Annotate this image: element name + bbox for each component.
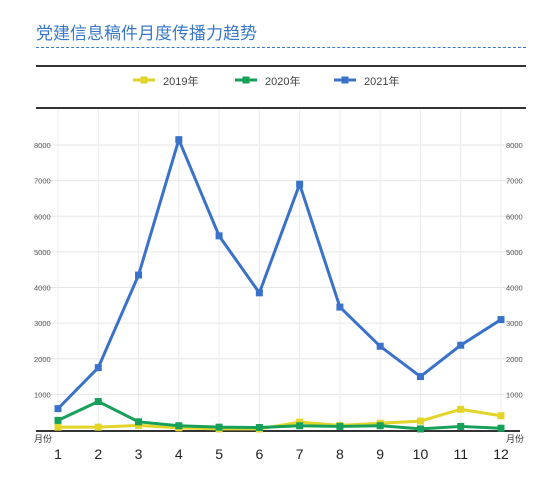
legend-swatch bbox=[334, 76, 356, 84]
data-point-2020年 bbox=[336, 422, 344, 430]
x-tick-label: 11 bbox=[453, 446, 468, 462]
data-point-2019年 bbox=[497, 412, 505, 420]
y-tick-label-left: 5000 bbox=[34, 248, 51, 257]
data-point-2021年 bbox=[255, 289, 263, 297]
series-line-2020年 bbox=[57, 400, 502, 431]
y-tick-label-left: 7000 bbox=[34, 177, 51, 186]
y-tick-label-right: 4000 bbox=[506, 284, 523, 293]
x-tick-label: 4 bbox=[175, 446, 183, 462]
y-tick-label-left: 3000 bbox=[34, 319, 51, 328]
data-point-2021年 bbox=[215, 232, 223, 240]
legend-label: 2019年 bbox=[163, 76, 199, 88]
data-point-2021年 bbox=[497, 316, 505, 324]
legend-swatch bbox=[133, 76, 155, 84]
legend-swatch bbox=[235, 76, 257, 84]
data-point-2020年 bbox=[457, 422, 465, 430]
x-tick-label: 1 bbox=[54, 446, 62, 462]
legend-swatch-marker bbox=[341, 76, 349, 84]
data-point-2019年 bbox=[94, 423, 102, 431]
x-tick-label: 10 bbox=[413, 446, 429, 462]
data-point-2020年 bbox=[416, 425, 424, 433]
x-tick-label: 6 bbox=[255, 446, 263, 462]
data-point-2021年 bbox=[296, 180, 304, 188]
y-tick-label-right: 5000 bbox=[506, 248, 523, 257]
data-point-2021年 bbox=[135, 271, 143, 279]
data-point-2021年 bbox=[336, 303, 344, 311]
legend-bottom-divider bbox=[36, 107, 526, 109]
data-point-2019年 bbox=[457, 405, 465, 413]
y-tick-label-right: 7000 bbox=[506, 177, 523, 186]
y-tick-label-right: 1000 bbox=[506, 390, 523, 399]
y-tick-label-left: 8000 bbox=[34, 141, 51, 150]
legend-top-divider bbox=[36, 65, 526, 67]
x-tick-label: 2 bbox=[94, 446, 102, 462]
y-tick-label-left: 4000 bbox=[34, 284, 51, 293]
data-point-2020年 bbox=[255, 424, 263, 432]
y-tick-label-left: 2000 bbox=[34, 355, 51, 364]
legend-label: 2021年 bbox=[364, 76, 400, 88]
data-point-2020年 bbox=[215, 423, 223, 431]
data-point-2021年 bbox=[416, 373, 424, 381]
x-tick-label: 9 bbox=[376, 446, 384, 462]
data-point-2021年 bbox=[94, 364, 102, 372]
legend-label: 2020年 bbox=[265, 76, 301, 88]
data-point-2020年 bbox=[175, 422, 183, 430]
data-point-2020年 bbox=[296, 422, 304, 430]
y-tick-label-left: 1000 bbox=[34, 390, 51, 399]
title-divider bbox=[36, 47, 526, 48]
y-tick-label-right: 2000 bbox=[506, 355, 523, 364]
data-point-2020年 bbox=[497, 424, 505, 432]
y-tick-label-right: 6000 bbox=[506, 212, 523, 221]
data-point-2019年 bbox=[135, 421, 143, 429]
x-axis-label-left: 月份 bbox=[34, 433, 52, 444]
data-point-2019年 bbox=[416, 417, 424, 425]
data-point-2021年 bbox=[175, 136, 183, 144]
x-tick-label: 3 bbox=[135, 446, 143, 462]
data-point-2020年 bbox=[54, 416, 62, 424]
y-tick-label-left: 6000 bbox=[34, 212, 51, 221]
chart-title: 党建信息稿件月度传播力趋势 bbox=[36, 24, 257, 43]
data-point-2020年 bbox=[135, 418, 143, 426]
y-tick-label-right: 8000 bbox=[506, 141, 523, 150]
x-tick-label: 5 bbox=[215, 446, 223, 462]
legend-swatch-marker bbox=[242, 76, 250, 84]
x-tick-label: 7 bbox=[296, 446, 304, 462]
y-tick-label-right: 3000 bbox=[506, 319, 523, 328]
data-point-2021年 bbox=[457, 341, 465, 349]
x-tick-label: 12 bbox=[493, 446, 509, 462]
data-point-2021年 bbox=[54, 405, 62, 413]
x-tick-label: 8 bbox=[336, 446, 344, 462]
data-point-2021年 bbox=[376, 342, 384, 350]
data-point-2020年 bbox=[376, 422, 384, 430]
data-point-2019年 bbox=[296, 418, 304, 426]
series-line-2021年 bbox=[56, 138, 502, 410]
x-axis-label-right: 月份 bbox=[506, 433, 524, 444]
data-point-2020年 bbox=[94, 398, 102, 405]
legend-swatch-marker bbox=[140, 76, 148, 84]
data-point-2019年 bbox=[54, 423, 62, 431]
